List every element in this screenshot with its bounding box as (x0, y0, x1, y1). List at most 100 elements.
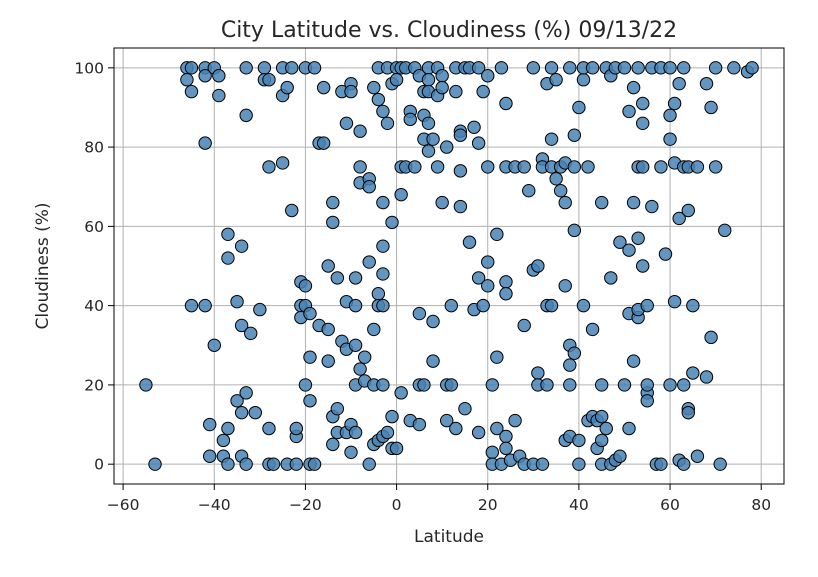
data-point (467, 120, 481, 134)
data-point (221, 457, 235, 471)
data-point (303, 350, 317, 364)
data-point (640, 394, 654, 408)
data-point (499, 429, 513, 444)
data-point (330, 271, 345, 285)
data-point (526, 61, 541, 75)
data-point (517, 160, 531, 174)
data-point (230, 394, 244, 408)
data-point (362, 180, 376, 194)
data-point (672, 76, 686, 91)
data-point (567, 346, 582, 360)
data-point (563, 378, 577, 392)
data-point (394, 187, 408, 202)
data-point (362, 255, 376, 269)
chart-title: City Latitude vs. Cloudiness (%) 09/13/2… (221, 18, 677, 43)
data-point (490, 227, 504, 241)
data-point (326, 215, 340, 230)
data-point (604, 271, 618, 285)
data-point (198, 136, 212, 150)
data-point (389, 441, 404, 456)
data-point (594, 195, 609, 210)
data-point (549, 172, 563, 186)
data-point (481, 255, 495, 269)
data-point (285, 61, 299, 75)
data-point (663, 61, 677, 75)
data-point (316, 80, 331, 95)
data-point (494, 61, 509, 75)
data-point (376, 267, 390, 281)
data-point (517, 318, 531, 333)
data-point (531, 259, 545, 273)
data-point (471, 136, 486, 150)
data-point (667, 294, 682, 309)
ticks-layer: −60 −40 −20 0 20 40 60 80 0 20 40 60 80 100 (74, 59, 771, 514)
data-point (531, 366, 545, 380)
data-point (280, 80, 294, 95)
data-point (622, 104, 636, 119)
data-point (704, 100, 718, 115)
data-point (430, 160, 445, 174)
data-point (499, 275, 513, 289)
data-point (362, 457, 376, 471)
data-point (348, 338, 363, 352)
data-point (385, 409, 399, 424)
x-tick-label: −20 (289, 496, 322, 514)
data-point (622, 243, 636, 257)
data-point (576, 73, 591, 87)
data-point (663, 378, 677, 392)
data-point (453, 199, 468, 214)
points-layer (139, 61, 759, 471)
data-point (613, 235, 627, 249)
data-point (203, 417, 217, 432)
data-point (403, 112, 417, 127)
data-point (681, 405, 695, 420)
data-point (594, 409, 609, 424)
data-point (216, 433, 231, 448)
data-point (275, 156, 290, 170)
data-point (440, 140, 454, 154)
data-point (380, 425, 395, 440)
data-point (462, 235, 477, 249)
y-tick-label: 80 (84, 139, 104, 157)
data-point (745, 61, 759, 75)
data-point (690, 160, 705, 174)
data-point (207, 338, 221, 352)
data-point (708, 61, 723, 75)
data-point (576, 298, 591, 313)
data-point (234, 318, 249, 333)
data-point (230, 294, 244, 309)
data-point (713, 457, 727, 471)
data-point (449, 421, 463, 436)
data-point (690, 449, 705, 463)
data-point (453, 164, 468, 178)
data-point (572, 433, 586, 448)
y-tick-label: 20 (84, 376, 104, 394)
data-point (490, 421, 504, 436)
data-point (184, 298, 199, 313)
data-point (289, 421, 304, 436)
data-point (640, 298, 654, 313)
data-point (326, 437, 340, 452)
data-point (535, 457, 550, 471)
data-point (677, 378, 691, 392)
x-tick-label: 0 (392, 496, 402, 514)
y-tick-label: 60 (84, 218, 104, 236)
data-point (326, 195, 340, 210)
data-point (617, 61, 632, 75)
x-axis-label: Latitude (414, 527, 484, 547)
data-point (421, 144, 436, 158)
data-point (348, 298, 363, 313)
data-point (367, 80, 381, 95)
data-point (549, 73, 563, 87)
data-point (663, 108, 677, 123)
data-point (303, 306, 317, 321)
data-point (572, 100, 586, 115)
data-point (239, 386, 253, 400)
data-point (699, 76, 714, 91)
data-point (394, 386, 408, 400)
data-point (184, 84, 199, 99)
data-point (348, 271, 363, 285)
x-tick-label: −40 (198, 496, 231, 514)
data-point (253, 302, 267, 317)
data-point (481, 69, 495, 83)
